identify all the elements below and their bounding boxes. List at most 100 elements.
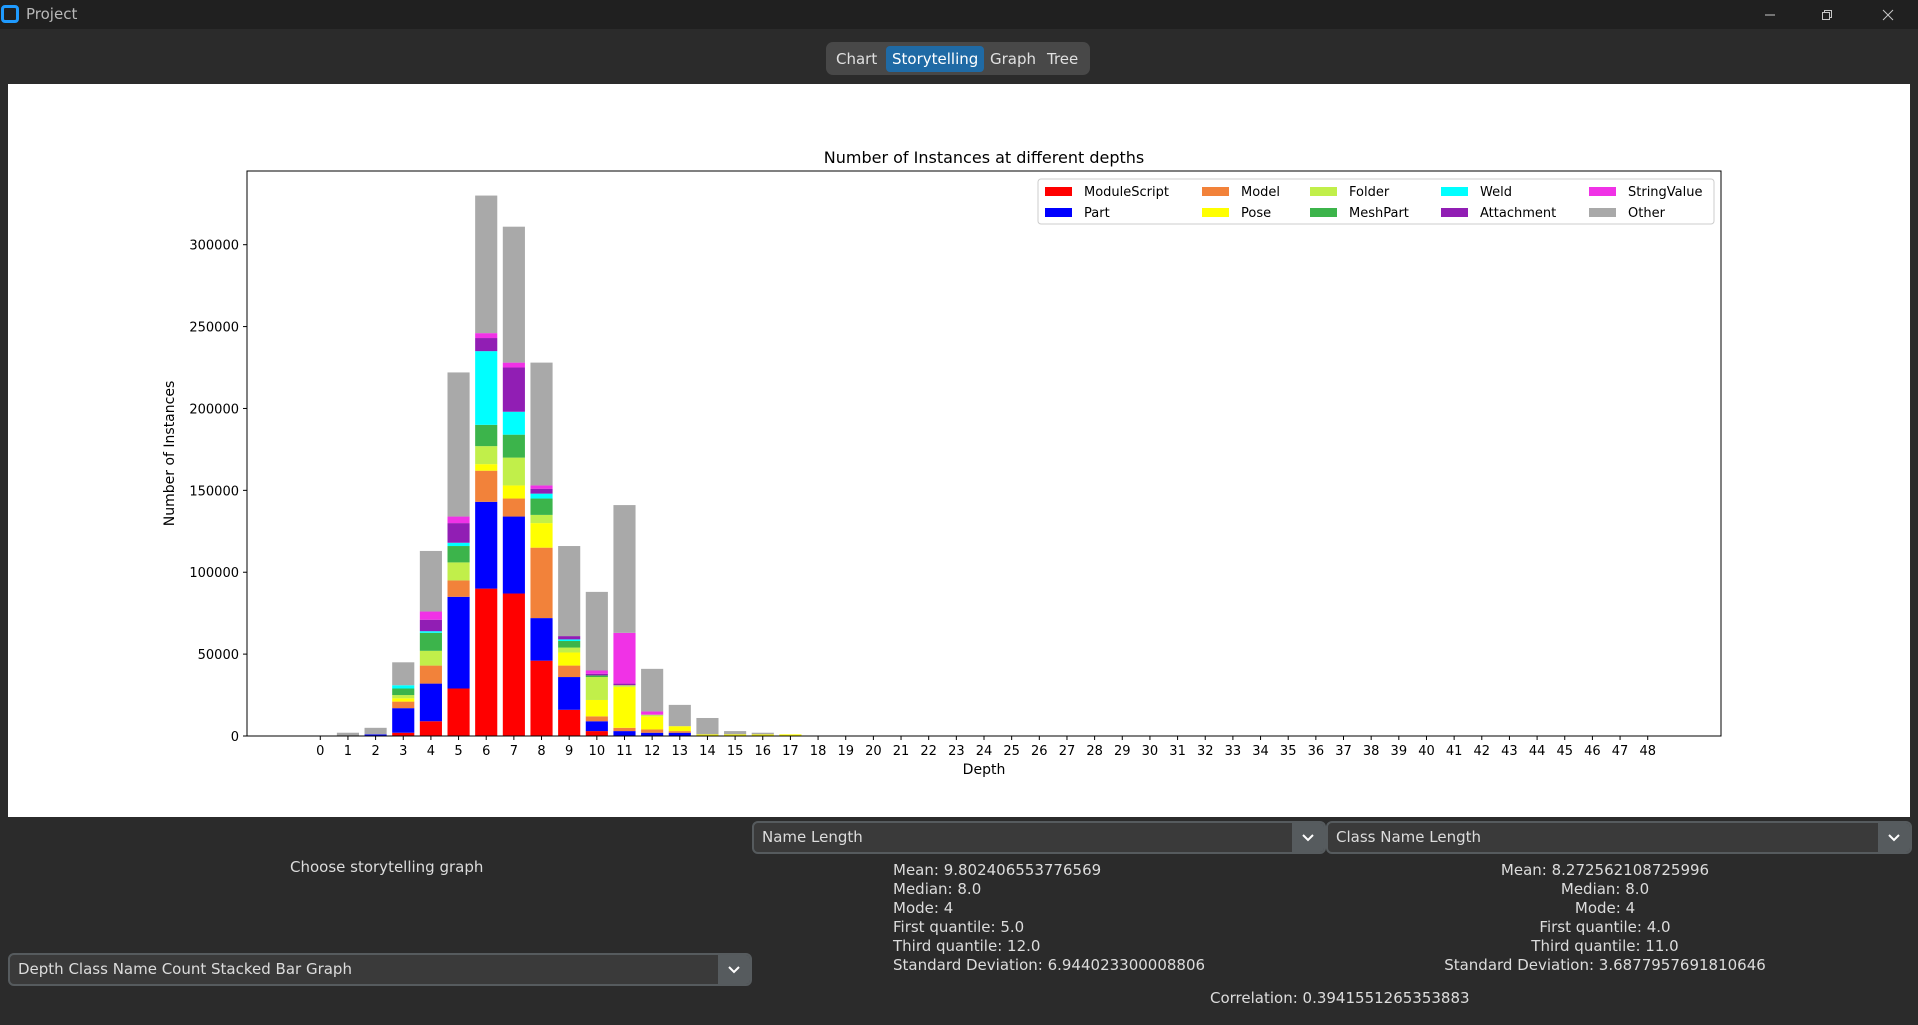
x-tick-label: 3	[399, 744, 407, 759]
bar-segment	[475, 588, 498, 736]
bar-segment	[558, 546, 581, 637]
title-bar: Project	[0, 0, 1918, 29]
right-first-quantile: First quantile: 4.0	[1539, 918, 1671, 936]
bar-segment	[530, 485, 553, 489]
bar-segment	[696, 717, 719, 735]
bar-segment	[502, 516, 525, 594]
right-third-quantile: Third quantile: 11.0	[1531, 937, 1679, 955]
right-attribute-select[interactable]: Class Name Length	[1326, 821, 1912, 854]
y-tick-label: 300000	[189, 239, 239, 254]
x-tick-label: 42	[1474, 744, 1491, 759]
bar-segment	[558, 709, 581, 736]
bar-segment	[419, 631, 442, 633]
bar-segment	[419, 619, 442, 632]
x-tick-label: 11	[616, 744, 633, 759]
window-title: Project	[26, 5, 78, 23]
bar-segment	[530, 362, 553, 486]
bar-segment	[530, 660, 553, 736]
x-tick-label: 17	[782, 744, 799, 759]
left-stats: Mean: 9.802406553776569 Median: 8.0 Mode…	[893, 861, 1205, 975]
tab-graph[interactable]: Graph	[990, 50, 1037, 68]
x-tick-label: 25	[1003, 744, 1020, 759]
bar-segment	[364, 734, 387, 736]
bar-segment	[751, 732, 774, 735]
graph-select[interactable]: Depth Class Name Count Stacked Bar Graph	[8, 953, 752, 986]
bar-segment	[392, 688, 415, 696]
bar-segment	[530, 547, 553, 619]
x-tick-label: 0	[316, 744, 324, 759]
right-attribute-dropdown-button[interactable]	[1878, 823, 1910, 852]
bar-segment	[475, 195, 498, 334]
bar-segment	[724, 731, 747, 735]
bar-segment	[613, 685, 636, 687]
left-third-quantile: Third quantile: 12.0	[893, 937, 1041, 955]
x-tick-label: 29	[1114, 744, 1131, 759]
bar-segment	[419, 611, 442, 620]
left-first-quantile: First quantile: 5.0	[893, 918, 1025, 936]
bar-segment	[475, 333, 498, 339]
bar-segment	[530, 523, 553, 548]
bar-segment	[558, 647, 581, 653]
legend-swatch	[1045, 208, 1072, 217]
x-tick-label: 31	[1169, 744, 1186, 759]
bar-segment	[613, 632, 636, 684]
bar-segment	[502, 226, 525, 363]
bar-segment	[641, 714, 664, 717]
tab-storytelling[interactable]: Storytelling	[886, 46, 985, 72]
bar-segment	[392, 701, 415, 709]
legend-label: StringValue	[1628, 185, 1703, 200]
bar-segment	[392, 732, 415, 736]
bar-segment	[502, 593, 525, 736]
bar-segment	[585, 731, 608, 736]
x-tick-label: 41	[1446, 744, 1463, 759]
bar-segment	[447, 596, 470, 689]
bar-segment	[585, 699, 608, 717]
right-attribute-select-value: Class Name Length	[1336, 828, 1481, 846]
app-logo-icon	[1, 5, 19, 23]
bar-segment	[475, 464, 498, 471]
chevron-down-icon	[1888, 833, 1900, 841]
x-tick-label: 37	[1335, 744, 1352, 759]
bar-segment	[502, 411, 525, 435]
bar-segment	[419, 650, 442, 666]
legend-swatch	[1441, 187, 1468, 196]
bar-segment	[447, 688, 470, 736]
x-tick-label: 9	[565, 744, 573, 759]
bar-segment	[724, 734, 747, 736]
restore-button[interactable]	[1803, 0, 1851, 29]
bar-segment	[502, 498, 525, 517]
x-tick-label: 44	[1529, 744, 1546, 759]
x-tick-label: 34	[1252, 744, 1269, 759]
y-tick-label: 250000	[189, 321, 239, 336]
x-tick-label: 30	[1142, 744, 1159, 759]
bar-segment	[475, 501, 498, 589]
bar-segment	[447, 562, 470, 581]
bar-segment	[585, 716, 608, 722]
minimize-button[interactable]	[1746, 0, 1794, 29]
x-tick-label: 4	[427, 744, 435, 759]
tab-tree[interactable]: Tree	[1047, 50, 1079, 68]
bar-segment	[392, 698, 415, 702]
legend-label: Weld	[1480, 185, 1512, 200]
x-tick-label: 36	[1308, 744, 1325, 759]
tab-chart[interactable]: Chart	[836, 50, 878, 68]
bar-segment	[585, 591, 608, 671]
left-attribute-select[interactable]: Name Length	[752, 821, 1326, 854]
left-attribute-dropdown-button[interactable]	[1292, 823, 1324, 852]
legend-swatch	[1441, 208, 1468, 217]
bar-segment	[585, 677, 608, 700]
x-tick-label: 7	[510, 744, 518, 759]
bar-segment	[641, 668, 664, 712]
bar-segment	[475, 424, 498, 447]
bar-segment	[668, 732, 691, 736]
graph-select-dropdown-button[interactable]	[718, 955, 750, 984]
legend-swatch	[1310, 208, 1337, 217]
bar-segment	[475, 351, 498, 425]
x-tick-label: 33	[1225, 744, 1242, 759]
y-tick-label: 50000	[198, 648, 239, 663]
close-button[interactable]	[1864, 0, 1912, 29]
bar-segment	[641, 732, 664, 736]
bar-segment	[641, 729, 664, 733]
x-tick-label: 46	[1584, 744, 1601, 759]
bar-segment	[475, 470, 498, 502]
